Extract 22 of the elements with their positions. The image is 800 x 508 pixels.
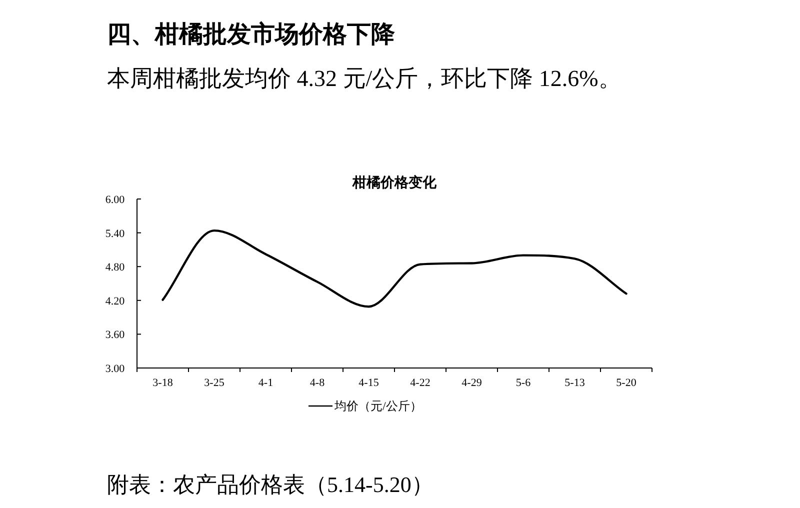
text: 本周柑橘批发均价 4.32 元/公斤，环比下降 12.6%。 [107, 66, 622, 91]
text: 附表：农产品价格表（5.14-5.20） [107, 472, 434, 497]
chart-title: 柑橘价格变化 [352, 174, 438, 190]
text: 四、柑橘批发市场价格下降 [107, 21, 396, 48]
y-tick-label: 3.60 [105, 329, 126, 342]
x-tick-label: 3-25 [204, 377, 225, 389]
x-tick-label: 4-1 [258, 377, 274, 389]
x-tick-label: 5-6 [516, 377, 532, 389]
y-tick-label: 5.40 [105, 228, 126, 240]
y-tick-label: 4.80 [105, 262, 126, 274]
x-tick-label: 3-18 [152, 377, 174, 389]
legend-label: 均价（元/公斤） [334, 399, 422, 413]
y-tick-label: 4.20 [105, 295, 126, 308]
y-tick-label: 6.00 [105, 194, 126, 206]
x-tick-label: 5-13 [564, 377, 586, 389]
x-tick-label: 5-20 [616, 377, 637, 389]
x-tick-label: 4-22 [410, 377, 430, 389]
x-tick-label: 4-8 [310, 377, 326, 389]
x-tick-label: 4-15 [358, 377, 380, 389]
line-series [162, 229, 628, 308]
x-tick-label: 4-29 [462, 377, 482, 389]
y-tick-label: 3.00 [105, 363, 126, 375]
